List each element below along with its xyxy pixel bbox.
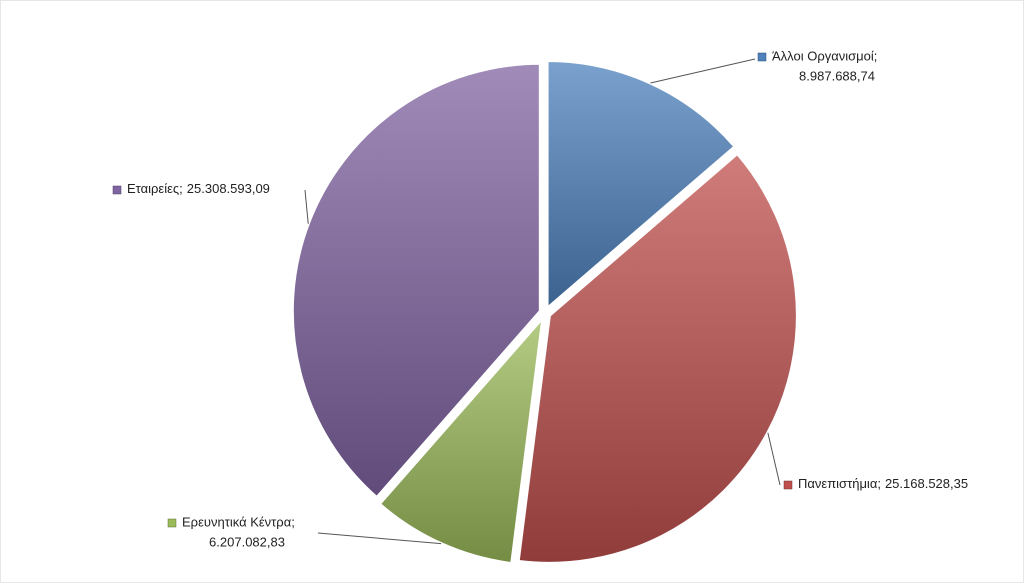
data-label: Πανεπιστήμια; 25.168.528,35 [798, 476, 968, 491]
label-marker [167, 518, 177, 528]
data-label-name: Πανεπιστήμια; [798, 476, 881, 491]
data-label-value: 25.168.528,35 [885, 476, 968, 491]
leader-line [767, 432, 781, 486]
data-label-name: Άλλοι Οργανισμοί; [772, 48, 877, 63]
data-label: Εταιρείες; 25.308.593,09 [127, 181, 270, 196]
leader-line [650, 58, 756, 84]
data-label-value: 8.987.688,74 [799, 68, 875, 83]
label-marker [112, 185, 122, 195]
pie-slice [516, 151, 799, 565]
pie-slice [377, 312, 546, 566]
data-label-name: Εταιρείες; [127, 181, 183, 196]
data-label-value: 25.308.593,09 [187, 181, 270, 196]
label-marker [783, 480, 793, 490]
pie-slice [545, 58, 738, 312]
label-marker [757, 52, 767, 62]
leader-line [317, 532, 442, 545]
leader-line [304, 189, 309, 224]
data-label-value: 6.207.082,83 [209, 534, 285, 549]
data-label-name: Ερευνητικά Κέντρα; [182, 514, 295, 529]
